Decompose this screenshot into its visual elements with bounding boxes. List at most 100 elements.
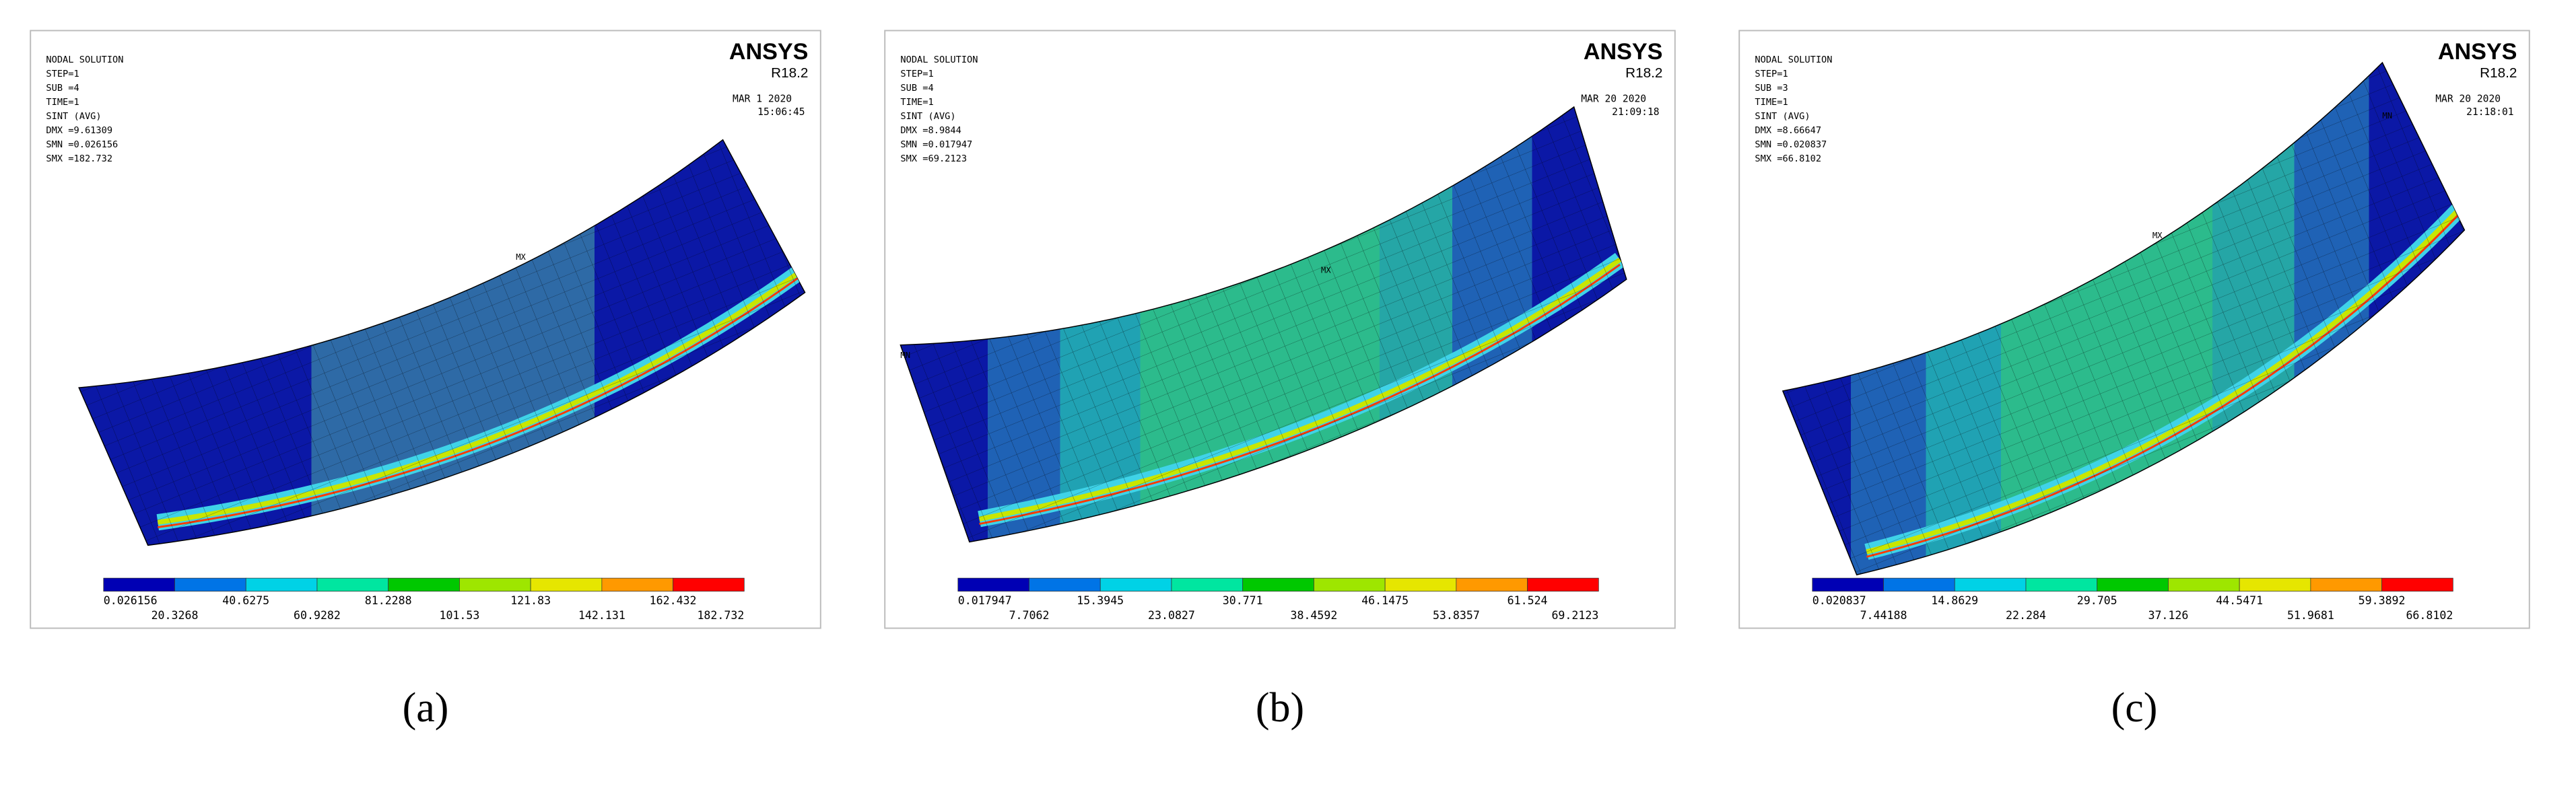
caption: (b): [1256, 685, 1304, 731]
time: 21:18:01: [2466, 106, 2513, 118]
legend-label: 46.1475: [1361, 594, 1409, 607]
legend-swatch: [957, 577, 1029, 592]
header-line: SMX =66.8102: [1755, 153, 1821, 164]
header-line: SMN =0.020837: [1755, 139, 1827, 150]
legend-swatch: [459, 577, 531, 592]
header-line: TIME=1: [46, 97, 79, 108]
legend-label: 23.0827: [1148, 609, 1195, 622]
time: 21:09:18: [1612, 106, 1659, 118]
legend-label: 22.284: [2006, 609, 2046, 622]
header-line: STEP=1: [46, 69, 79, 79]
header-line: NODAL SOLUTION: [1755, 55, 1832, 65]
header-line: STEP=1: [900, 69, 933, 79]
legend-swatch: [245, 577, 318, 592]
legend-label: 0.017947: [958, 594, 1012, 607]
version: R18.2: [771, 65, 808, 81]
legend-label: 20.3268: [151, 609, 199, 622]
legend-swatch: [1171, 577, 1244, 592]
legend-label: 66.8102: [2406, 609, 2453, 622]
header-line: TIME=1: [1755, 97, 1788, 108]
legend-swatch: [2025, 577, 2098, 592]
header-line: STEP=1: [1755, 69, 1788, 79]
panel: NODAL SOLUTION STEP=1 SUB =4 TIME=1 SINT (AV…: [884, 30, 1676, 629]
legend-label: 121.83: [510, 594, 551, 607]
legend-swatch: [1242, 577, 1314, 592]
mesh: [1782, 63, 2465, 575]
legend-label: 53.8357: [1433, 609, 1480, 622]
legend-swatch: [673, 577, 745, 592]
date: MAR 20 2020: [2435, 94, 2501, 105]
legend-swatch: [103, 577, 175, 592]
header-line: SUB =4: [900, 83, 933, 94]
header-line: SINT (AVG): [1755, 111, 1810, 122]
date: MAR 20 2020: [1581, 94, 1646, 105]
header-line: NODAL SOLUTION: [900, 55, 978, 65]
legend-label: 14.8629: [1931, 594, 1978, 607]
extreme-marker: MN: [2382, 111, 2392, 120]
legend-swatch: [1314, 577, 1386, 592]
legend-swatch: [1456, 577, 1528, 592]
extreme-marker: MX: [516, 252, 526, 262]
legend-swatch: [1527, 577, 1599, 592]
legend-label: 182.732: [697, 609, 744, 622]
legend-swatch: [530, 577, 603, 592]
legend-swatch: [1384, 577, 1457, 592]
time: 15:06:45: [757, 106, 805, 118]
caption: (a): [403, 685, 449, 731]
date: MAR 1 2020: [733, 94, 792, 105]
legend-label: 51.9681: [2287, 609, 2334, 622]
header-line: SINT (AVG): [900, 111, 955, 122]
header-line: SMN =0.026156: [46, 139, 118, 150]
extreme-marker: MX: [1321, 265, 1331, 275]
legend-label: 61.524: [1507, 594, 1548, 607]
mesh: [79, 139, 805, 546]
version: R18.2: [1625, 65, 1662, 81]
mesh: [900, 106, 1627, 542]
legend-label: 59.3892: [2359, 594, 2406, 607]
brand: ANSYS: [729, 39, 809, 65]
extreme-marker: MN: [900, 351, 910, 360]
header-line: TIME=1: [900, 97, 933, 108]
brand: ANSYS: [1584, 39, 1663, 65]
legend-label: 81.2288: [365, 594, 412, 607]
header-line: NODAL SOLUTION: [46, 55, 123, 65]
legend-swatch: [1812, 577, 1884, 592]
header-line: DMX =9.61309: [46, 125, 112, 136]
legend-swatch: [1029, 577, 1101, 592]
legend-label: 15.3945: [1077, 594, 1124, 607]
legend-swatch: [388, 577, 460, 592]
legend-label: 101.53: [439, 609, 479, 622]
panel: NODAL SOLUTION STEP=1 SUB =4 TIME=1 SINT (AV…: [30, 30, 821, 629]
legend-label: 142.131: [578, 609, 625, 622]
legend-swatch: [1954, 577, 2027, 592]
legend-swatch: [316, 577, 389, 592]
legend-swatch: [1099, 577, 1172, 592]
legend-swatch: [601, 577, 673, 592]
legend-swatch: [2381, 577, 2453, 592]
brand: ANSYS: [2438, 39, 2517, 65]
legend-swatch: [1883, 577, 1955, 592]
legend-swatch: [2168, 577, 2240, 592]
panel: NODAL SOLUTION STEP=1 SUB =3 TIME=1 SINT (AV…: [1738, 30, 2530, 629]
legend-label: 0.020837: [1812, 594, 1866, 607]
legend-label: 38.4592: [1290, 609, 1337, 622]
header-line: DMX =8.9844: [900, 125, 961, 136]
legend-label: 69.2123: [1551, 609, 1598, 622]
legend-label: 40.6275: [222, 594, 269, 607]
legend-label: 7.7062: [1009, 609, 1050, 622]
legend-label: 162.432: [650, 594, 697, 607]
header-line: SINT (AVG): [46, 111, 101, 122]
header-line: SUB =3: [1755, 83, 1788, 94]
legend-label: 44.5471: [2216, 594, 2263, 607]
header-line: SUB =4: [46, 83, 79, 94]
extreme-marker: MX: [2153, 231, 2163, 240]
legend-label: 29.705: [2077, 594, 2117, 607]
legend-label: 0.026156: [104, 594, 158, 607]
header-line: SMN =0.017947: [900, 139, 972, 150]
header-line: SMX =182.732: [46, 153, 112, 164]
caption: (c): [2111, 685, 2158, 731]
header-line: SMX =69.2123: [900, 153, 967, 164]
header-line: DMX =8.66647: [1755, 125, 1821, 136]
legend-swatch: [2239, 577, 2311, 592]
